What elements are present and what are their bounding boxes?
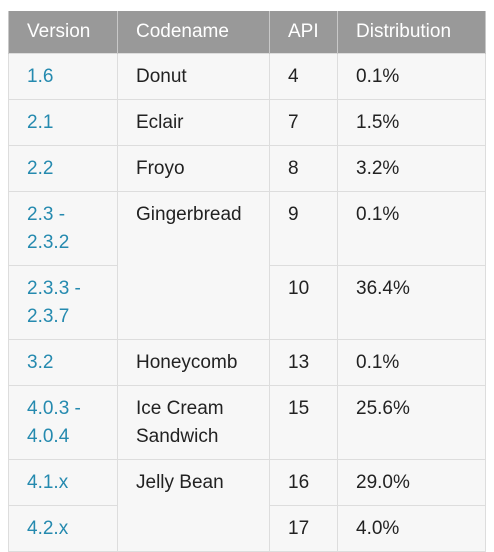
table-row: 4.0.3 - 4.0.4 Ice Cream Sandwich 15 25.6… [8,385,486,460]
codename-cell: Eclair [117,99,270,146]
version-link[interactable]: 2.1 [8,99,118,146]
distribution-cell: 0.1% [337,339,486,386]
table-row: 2.1 Eclair 7 1.5% [8,99,486,146]
distribution-cell: 3.2% [337,145,486,192]
api-cell: 9 [269,191,338,266]
api-cell: 8 [269,145,338,192]
table-row: 1.6 Donut 4 0.1% [8,53,486,100]
version-link[interactable]: 4.0.3 - 4.0.4 [8,385,118,460]
header-codename[interactable]: Codename [117,11,270,54]
api-cell: 10 [269,265,338,340]
table-row: 4.1.x Jelly Bean 16 29.0% [8,459,486,552]
table-row: 2.3 - 2.3.2 Gingerbread 9 0.1% [8,191,486,340]
table-row: 3.2 Honeycomb 13 0.1% [8,339,486,386]
table-header-row: Version Codename API Distribution [8,11,486,54]
version-link[interactable]: 1.6 [8,53,118,100]
header-api[interactable]: API [269,11,338,54]
distribution-cell: 29.0% [337,459,486,506]
version-link[interactable]: 3.2 [8,339,118,386]
codename-cell: Froyo [117,145,270,192]
distribution-cell: 25.6% [337,385,486,460]
table-row: 2.3.3 - 2.3.7 10 36.4% [8,265,486,340]
api-cell: 15 [269,385,338,460]
distribution-cell: 1.5% [337,99,486,146]
codename-cell: Gingerbread [117,191,270,340]
version-link[interactable]: 2.2 [8,145,118,192]
version-link[interactable]: 4.1.x [8,459,118,506]
distribution-cell: 4.0% [337,505,486,552]
version-link[interactable]: 2.3 - 2.3.2 [8,191,118,266]
api-cell: 17 [269,505,338,552]
codename-cell: Jelly Bean [117,459,270,552]
android-distribution-table: Version Codename API Distribution 1.6 Do… [8,11,486,552]
distribution-cell: 0.1% [337,191,486,266]
header-version[interactable]: Version [8,11,118,54]
codename-cell: Ice Cream Sandwich [117,385,270,460]
header-distribution[interactable]: Distribution [337,11,486,54]
version-link[interactable]: 2.3.3 - 2.3.7 [8,265,118,340]
distribution-cell: 36.4% [337,265,486,340]
distribution-cell: 0.1% [337,53,486,100]
codename-cell: Honeycomb [117,339,270,386]
api-cell: 7 [269,99,338,146]
api-cell: 13 [269,339,338,386]
table-row: 2.2 Froyo 8 3.2% [8,145,486,192]
api-cell: 16 [269,459,338,506]
codename-cell: Donut [117,53,270,100]
api-cell: 4 [269,53,338,100]
version-link[interactable]: 4.2.x [8,505,118,552]
